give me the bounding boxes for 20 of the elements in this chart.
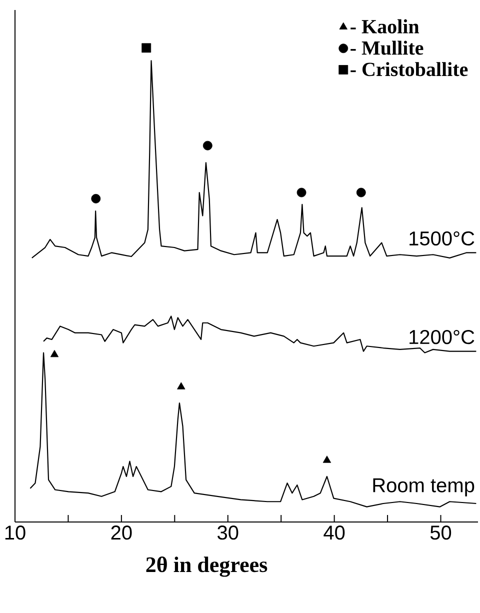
x-tick-label: 20 bbox=[111, 526, 132, 540]
point bbox=[50, 350, 59, 358]
legend-label: - Mullite bbox=[350, 40, 424, 55]
x-axis-title: 2θ in degrees bbox=[146, 556, 268, 577]
series-label: Room temp bbox=[373, 478, 474, 496]
x-tick-label: 40 bbox=[324, 526, 345, 540]
legend-label: - Kaolin bbox=[350, 19, 420, 34]
point bbox=[356, 188, 366, 198]
point bbox=[296, 188, 306, 198]
point bbox=[322, 456, 332, 463]
point bbox=[202, 140, 212, 150]
x-tick-label: 10 bbox=[5, 526, 26, 540]
x-tick-label: 30 bbox=[218, 526, 238, 540]
legend-label: - Cristoballite bbox=[350, 62, 468, 76]
point bbox=[91, 194, 101, 204]
x-tick-label: 50 bbox=[430, 526, 452, 540]
point bbox=[177, 382, 186, 390]
series-label: 1200°C bbox=[410, 330, 474, 344]
point bbox=[142, 43, 152, 53]
series-label: 1500°C bbox=[410, 231, 474, 246]
